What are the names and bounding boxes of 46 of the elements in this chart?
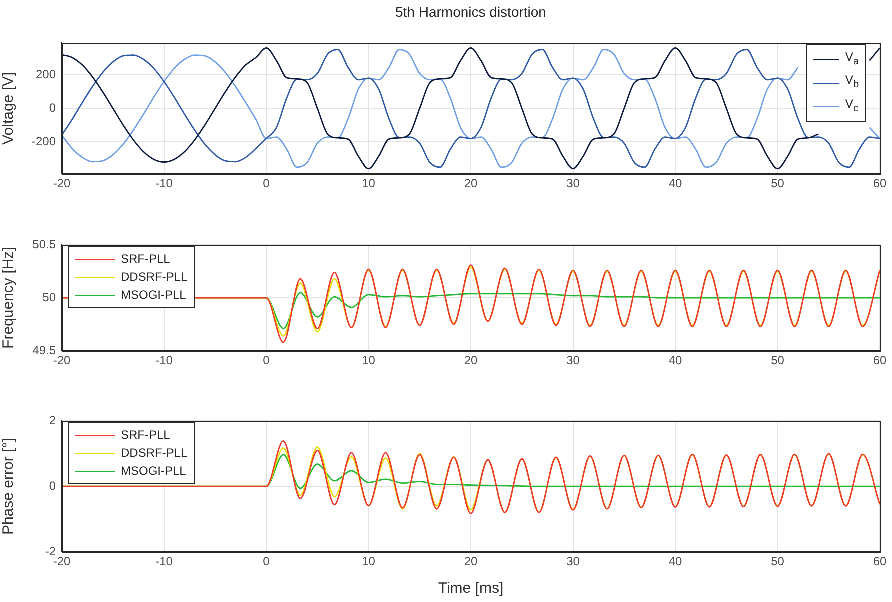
y-tick-label: 0 — [49, 478, 56, 493]
legend-label: V$_{c}$ — [845, 96, 858, 116]
legend-label: V$_{b}$ — [845, 72, 859, 93]
legend-label: MSOGI-PLL — [121, 287, 186, 304]
legend-label: DDSRF-PLL — [121, 445, 188, 462]
legend-label: DDSRF-PLL — [121, 269, 188, 286]
y-axis-title: Voltage [V] — [0, 72, 18, 145]
x-tick-label: 20 — [464, 354, 478, 368]
x-tick-label: -10 — [156, 354, 174, 368]
x-tick-label: -10 — [156, 554, 174, 569]
x-tick-label: 60 — [873, 554, 887, 569]
chart-title: 5th Harmonics distortion — [394, 4, 548, 20]
x-tick-label: 50 — [771, 176, 785, 191]
x-tick-label: 60 — [873, 176, 887, 191]
x-tick-label: 20 — [464, 554, 478, 569]
y-tick-label: 0 — [49, 100, 56, 115]
x-tick-label: 40 — [668, 354, 682, 368]
x-axis-title: Time [ms] — [438, 580, 504, 598]
x-tick-label: 40 — [668, 176, 682, 191]
x-tick-label: -20 — [53, 176, 71, 191]
y-tick-label: 2 — [49, 414, 56, 428]
y-tick-label: 200 — [36, 67, 56, 82]
x-tick-label: -10 — [156, 176, 174, 191]
x-tick-label: 20 — [464, 176, 478, 191]
y-axis-title: Frequency [Hz] — [0, 247, 18, 349]
x-tick-label: 30 — [566, 176, 580, 191]
x-tick-label: 30 — [566, 554, 580, 569]
y-axis-title: Phase error [°] — [0, 438, 18, 536]
x-tick-label: 0 — [263, 354, 270, 368]
legend-label: SRF-PLL — [121, 427, 170, 444]
x-tick-label: 50 — [771, 354, 785, 368]
x-tick-label: 10 — [362, 176, 376, 191]
legend-label: MSOGI-PLL — [121, 463, 186, 480]
x-tick-label: 0 — [263, 554, 270, 569]
legend-label: V$_{a}$ — [845, 49, 859, 70]
y-tick-label: 50 — [42, 290, 56, 304]
x-tick-label: 30 — [566, 354, 580, 368]
x-tick-label: 60 — [873, 354, 887, 368]
x-tick-label: 40 — [668, 554, 682, 569]
x-tick-label: 0 — [263, 176, 270, 191]
x-tick-label: 10 — [362, 554, 376, 569]
x-tick-label: 10 — [362, 354, 376, 368]
y-tick-label: 50.5 — [32, 238, 56, 252]
legend-label: SRF-PLL — [121, 251, 170, 268]
x-tick-label: 50 — [771, 554, 785, 569]
y-tick-label: -200 — [32, 134, 56, 148]
